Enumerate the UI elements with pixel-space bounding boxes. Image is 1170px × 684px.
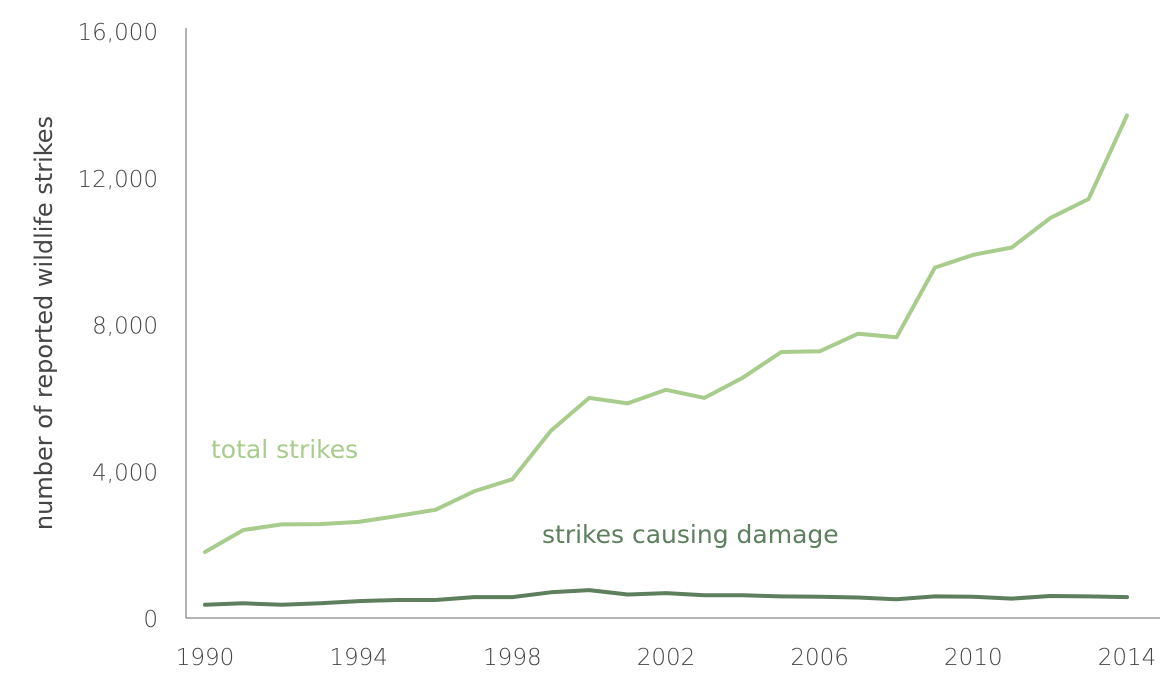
series-lines (203, 113, 1129, 607)
y-tick-label: 8,000 (92, 314, 158, 340)
series-label-strikes-causing-damage: strikes causing damage (542, 520, 839, 549)
x-tick-label: 2002 (637, 645, 696, 671)
series-line-total-strikes (203, 113, 1129, 554)
y-tick-label: 0 (143, 607, 158, 633)
x-tick-label: 1990 (176, 645, 235, 671)
y-tick-label: 12,000 (78, 167, 158, 193)
y-axis-title: number of reported wildlife strikes (30, 116, 58, 530)
x-tick-label: 2006 (790, 645, 849, 671)
x-tick-label: 1994 (329, 645, 388, 671)
x-tick-labels: 1990 1994 1998 2002 2006 2010 2014 (176, 645, 1157, 671)
y-tick-labels: 0 4,000 8,000 12,000 16,000 (78, 20, 158, 633)
y-tick-label: 16,000 (78, 20, 158, 46)
x-tick-label: 1998 (483, 645, 542, 671)
x-tick-label: 2010 (944, 645, 1003, 671)
x-tick-label: 2014 (1098, 645, 1157, 671)
y-tick-label: 4,000 (92, 460, 158, 486)
series-label-total-strikes: total strikes (211, 435, 358, 464)
series-line-strikes-causing-damage (203, 588, 1129, 607)
